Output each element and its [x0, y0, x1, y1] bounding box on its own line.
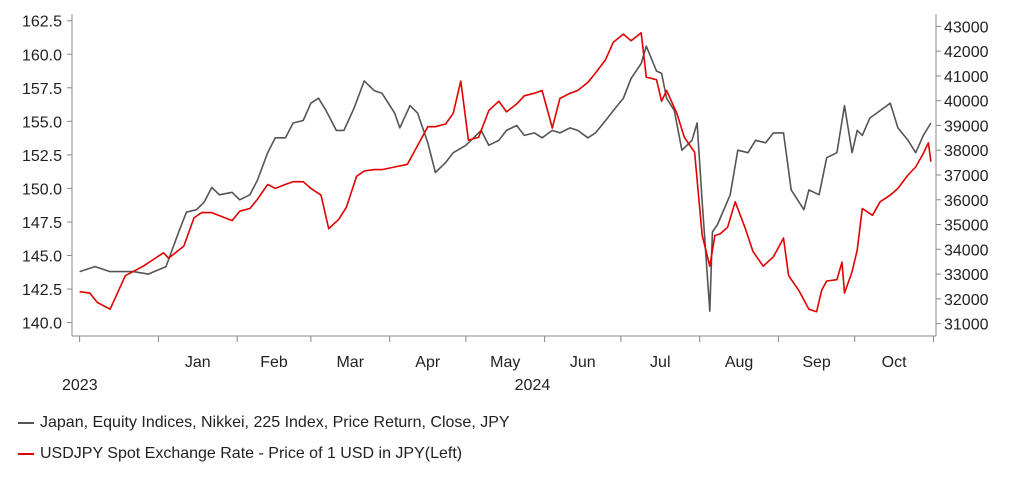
right-tick-label: 35000 [944, 218, 989, 235]
right-tick-label: 32000 [944, 292, 989, 309]
x-tick-label: Mar [336, 354, 364, 371]
left-tick-label: 157.5 [22, 81, 62, 98]
left-tick-label: 140.0 [22, 316, 62, 333]
right-axis: 31000 32000 33000 34000 35000 36000 37000 38000… [936, 19, 989, 334]
right-tick-label: 42000 [944, 44, 989, 61]
right-tick-label: 36000 [944, 193, 989, 210]
right-tick-label: 34000 [944, 242, 989, 259]
left-tick-label: 150.0 [22, 181, 62, 198]
x-tick-label: Oct [882, 354, 907, 371]
left-axis: 140.0 142.5 145.0 147.5 150.0 152.5 155.0 157.5… [22, 14, 72, 333]
series-layer [79, 31, 932, 313]
x-tick-label: Apr [415, 354, 441, 371]
year-label: 2024 [515, 377, 551, 394]
legend-item-nikkei: Japan, Equity Indices, Nikkei, 225 Index… [18, 414, 510, 432]
right-tick-label: 37000 [944, 168, 989, 185]
x-tick-label: May [490, 354, 520, 371]
left-tick-label: 152.5 [22, 148, 62, 165]
right-tick-label: 31000 [944, 317, 989, 334]
right-tick-label: 39000 [944, 118, 989, 135]
x-axis: Jan Feb Mar Apr May Jun Jul Aug Sep Oct 2023 2024 [62, 336, 934, 394]
x-tick-label: Jul [650, 354, 670, 371]
chart-svg: 140.0 142.5 145.0 147.5 150.0 152.5 155.0 157.5… [22, 14, 989, 394]
x-tick-label: Jan [185, 354, 211, 371]
legend-label-usdjpy: USDJPY Spot Exchange Rate - Price of 1 U… [40, 445, 463, 462]
right-tick-label: 38000 [944, 143, 989, 160]
plot-area [71, 14, 937, 337]
x-tick-label: Jun [570, 354, 596, 371]
left-tick-label: 145.0 [22, 249, 62, 266]
right-tick-label: 43000 [944, 19, 989, 36]
series-line-nikkei [79, 45, 932, 313]
left-tick-label: 155.0 [22, 114, 62, 131]
x-tick-label: Aug [725, 354, 753, 371]
legend-item-usdjpy: USDJPY Spot Exchange Rate - Price of 1 U… [18, 445, 462, 463]
left-tick-label: 160.0 [22, 47, 62, 64]
left-tick-label: 162.5 [22, 14, 62, 31]
right-tick-label: 41000 [944, 69, 989, 86]
legend-label-nikkei: Japan, Equity Indices, Nikkei, 225 Index… [40, 414, 510, 431]
right-tick-label: 40000 [944, 94, 989, 111]
legend-swatch-nikkei [18, 422, 34, 424]
right-tick-label: 33000 [944, 267, 989, 284]
left-tick-label: 142.5 [22, 282, 62, 299]
x-tick-label: Sep [802, 354, 831, 371]
left-tick-label: 147.5 [22, 215, 62, 232]
series-line-usdjpy [79, 31, 932, 313]
year-label: 2023 [62, 377, 98, 394]
legend-swatch-usdjpy [18, 453, 34, 455]
x-tick-label: Feb [260, 354, 288, 371]
